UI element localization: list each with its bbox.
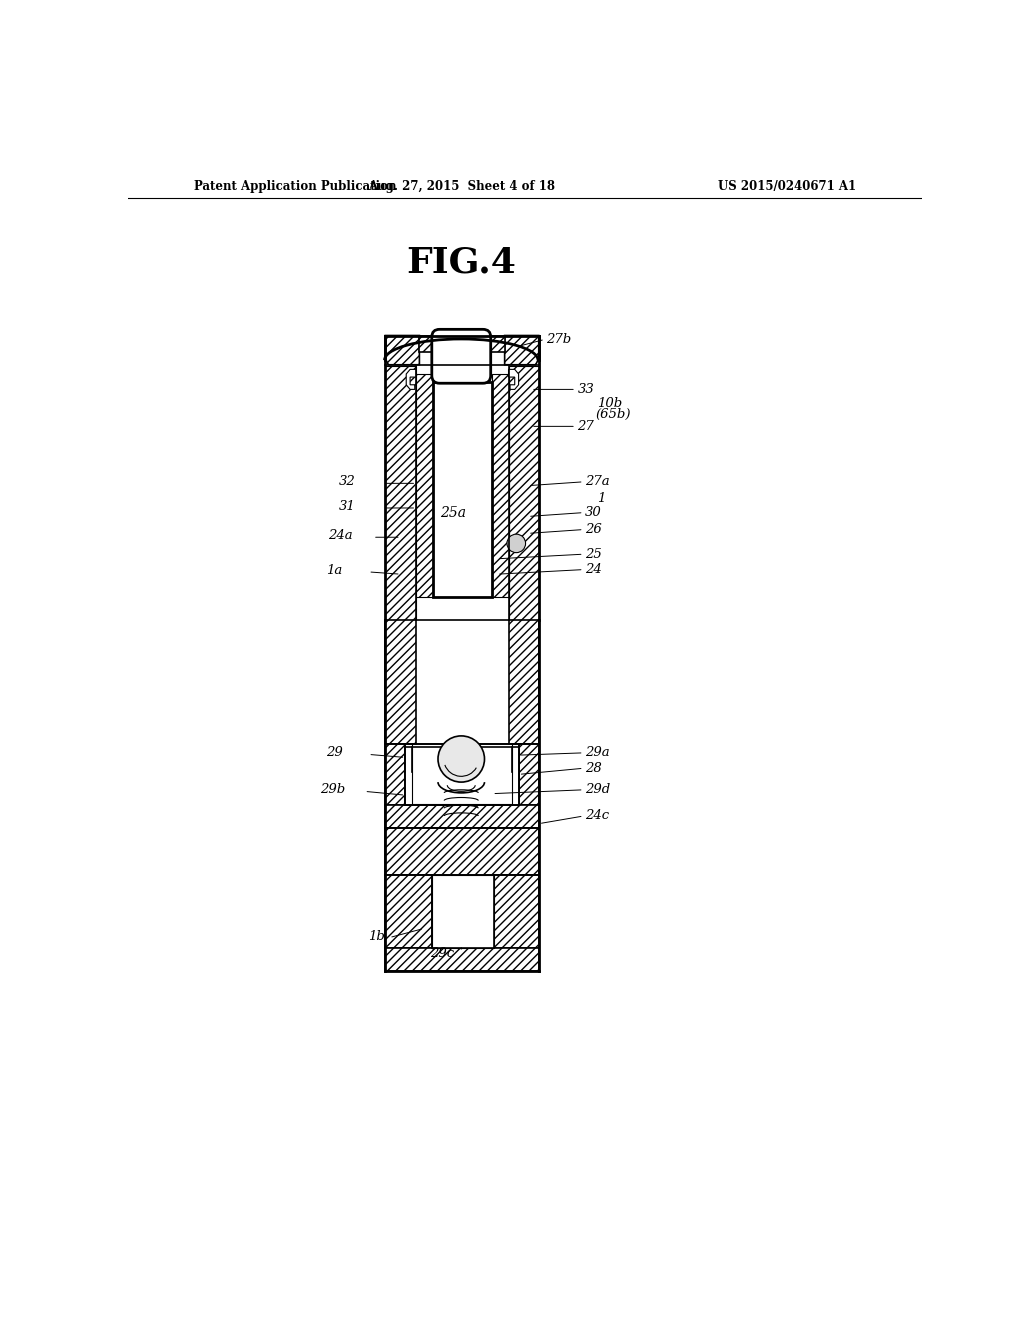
Text: 1: 1 xyxy=(597,492,605,506)
FancyBboxPatch shape xyxy=(432,330,490,383)
Polygon shape xyxy=(505,335,539,364)
Polygon shape xyxy=(385,335,420,364)
Text: 28: 28 xyxy=(586,762,602,775)
Text: 1a: 1a xyxy=(326,564,342,577)
Bar xyxy=(406,747,518,805)
Text: US 2015/0240671 A1: US 2015/0240671 A1 xyxy=(719,181,856,194)
Text: 29a: 29a xyxy=(586,746,610,759)
Text: 27b: 27b xyxy=(547,333,571,346)
Text: 25: 25 xyxy=(586,548,602,561)
Bar xyxy=(432,875,494,948)
Circle shape xyxy=(438,737,484,781)
Text: 25a: 25a xyxy=(440,506,467,520)
Text: 27: 27 xyxy=(578,420,594,433)
Polygon shape xyxy=(518,743,539,805)
Text: Patent Application Publication: Patent Application Publication xyxy=(194,181,396,194)
Text: 29c: 29c xyxy=(430,946,454,960)
Polygon shape xyxy=(420,335,505,378)
Text: 32: 32 xyxy=(339,475,355,488)
Text: 33: 33 xyxy=(578,383,594,396)
Text: 10b: 10b xyxy=(597,397,623,409)
Polygon shape xyxy=(385,743,406,805)
Polygon shape xyxy=(417,374,432,598)
Polygon shape xyxy=(493,374,509,598)
Polygon shape xyxy=(385,367,417,620)
Text: 24a: 24a xyxy=(328,529,352,543)
Text: Aug. 27, 2015  Sheet 4 of 18: Aug. 27, 2015 Sheet 4 of 18 xyxy=(368,181,555,194)
Polygon shape xyxy=(385,829,539,875)
Bar xyxy=(432,381,493,598)
Polygon shape xyxy=(509,620,539,743)
Circle shape xyxy=(507,535,525,553)
Text: FIG.4: FIG.4 xyxy=(407,246,516,280)
Polygon shape xyxy=(407,370,417,389)
Text: 31: 31 xyxy=(339,500,355,513)
Text: 30: 30 xyxy=(586,506,602,519)
Polygon shape xyxy=(385,805,539,829)
Text: 24c: 24c xyxy=(586,809,609,822)
Text: (65b): (65b) xyxy=(595,408,631,421)
Text: 29b: 29b xyxy=(321,783,345,796)
Polygon shape xyxy=(509,367,539,620)
Polygon shape xyxy=(385,620,417,743)
Text: 29: 29 xyxy=(326,746,342,759)
Text: 29d: 29d xyxy=(586,783,610,796)
Text: 26: 26 xyxy=(586,523,602,536)
Polygon shape xyxy=(385,875,432,948)
Text: 1b: 1b xyxy=(369,929,385,942)
Polygon shape xyxy=(509,370,518,389)
Polygon shape xyxy=(385,948,539,970)
Text: 27a: 27a xyxy=(586,475,610,488)
Polygon shape xyxy=(494,875,539,948)
Text: 24: 24 xyxy=(586,564,602,576)
